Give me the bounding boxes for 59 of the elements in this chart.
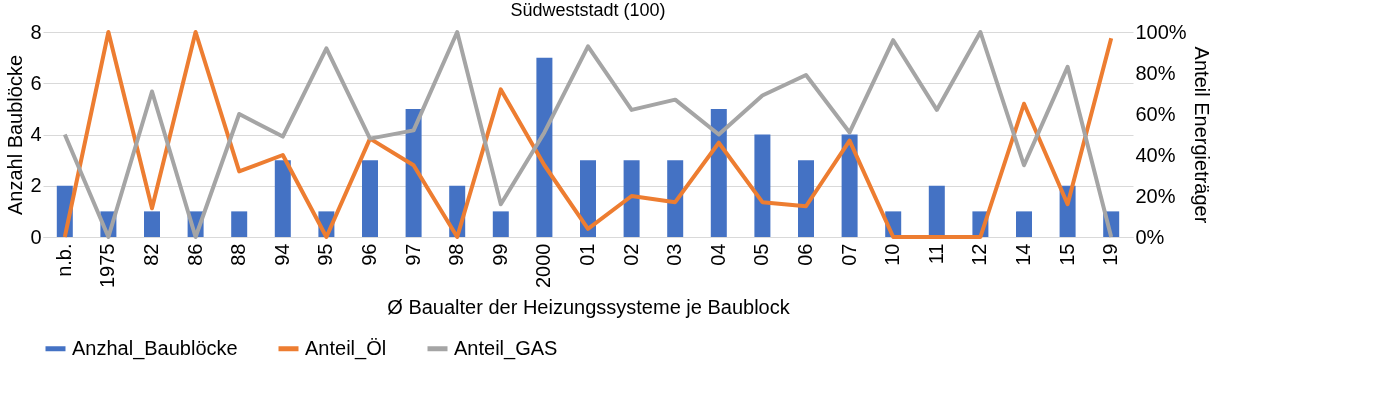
bar (841, 134, 858, 237)
bar (710, 108, 727, 237)
line-series (62, 30, 1114, 239)
y-tick-label: 6 (30, 71, 42, 94)
bar (144, 211, 160, 237)
bar (274, 160, 291, 237)
bar (536, 57, 553, 237)
bar (362, 160, 378, 237)
y-tick-label: 2 (30, 174, 42, 197)
y2-tick-label: 20% (1135, 184, 1176, 207)
bar (580, 160, 596, 237)
y-axis-title: Anzahl Baublöcke (4, 54, 27, 216)
legend-label: Anzhal_Baublöcke (72, 336, 238, 360)
y-tick-label: 0 (30, 225, 42, 248)
bar (667, 160, 684, 237)
bar (231, 211, 248, 237)
x-tick-label: 11 (924, 243, 947, 265)
bar (798, 160, 814, 237)
x-tick-label: 96 (358, 243, 380, 266)
x-tick-label: 98 (445, 243, 468, 266)
x-tick-label: 02 (619, 243, 642, 266)
x-tick-label: 12 (968, 243, 991, 266)
x-tick-label: 2000 (532, 243, 555, 288)
x-tick-label: 07 (837, 243, 860, 266)
x-tick-label: 82 (140, 243, 162, 266)
bar (492, 211, 509, 237)
x-tick-label: 14 (1012, 243, 1034, 266)
bar (928, 185, 945, 237)
x-tick-label: 97 (401, 243, 424, 266)
chart-title: Südweststadt (100) (510, 0, 666, 20)
x-tick-label: 05 (750, 243, 773, 266)
bar (623, 160, 640, 237)
y2-tick-label: 60% (1135, 102, 1176, 125)
bar (754, 134, 771, 237)
x-tick-label: n.b. (52, 243, 75, 277)
legend-label: Anteil_Öl (305, 336, 387, 360)
x-tick-label: 86 (183, 243, 206, 266)
x-tick-label: 01 (576, 243, 598, 266)
y2-tick-label: 0% (1135, 225, 1165, 248)
y-tick-label: 8 (30, 20, 42, 43)
legend-label: Anteil_GAS (454, 336, 558, 360)
y2-tick-label: 80% (1135, 61, 1176, 84)
x-tick-label: 03 (663, 243, 686, 266)
y-tick-label: 4 (30, 123, 42, 145)
y2-tick-label: 40% (1135, 143, 1176, 166)
bar (1016, 211, 1032, 237)
x-tick-label: 15 (1055, 243, 1078, 266)
x-tick-label: 19 (1099, 243, 1122, 266)
x-tick-label: 99 (488, 243, 511, 266)
y2-tick-label: 100% (1135, 20, 1187, 43)
x-tick-label: 06 (794, 243, 816, 266)
x-tick-label: 04 (706, 243, 729, 266)
x-tick-label: 1975 (96, 243, 119, 288)
x-tick-label: 94 (270, 243, 293, 266)
x-tick-label: 95 (314, 243, 337, 266)
x-axis-title: Ø Baualter der Heizungssysteme je Baublock (387, 295, 791, 318)
x-tick-label: 88 (227, 243, 250, 266)
x-tick-label: 10 (881, 243, 904, 266)
y2-axis-title: Anteil Energieträger (1190, 46, 1213, 224)
